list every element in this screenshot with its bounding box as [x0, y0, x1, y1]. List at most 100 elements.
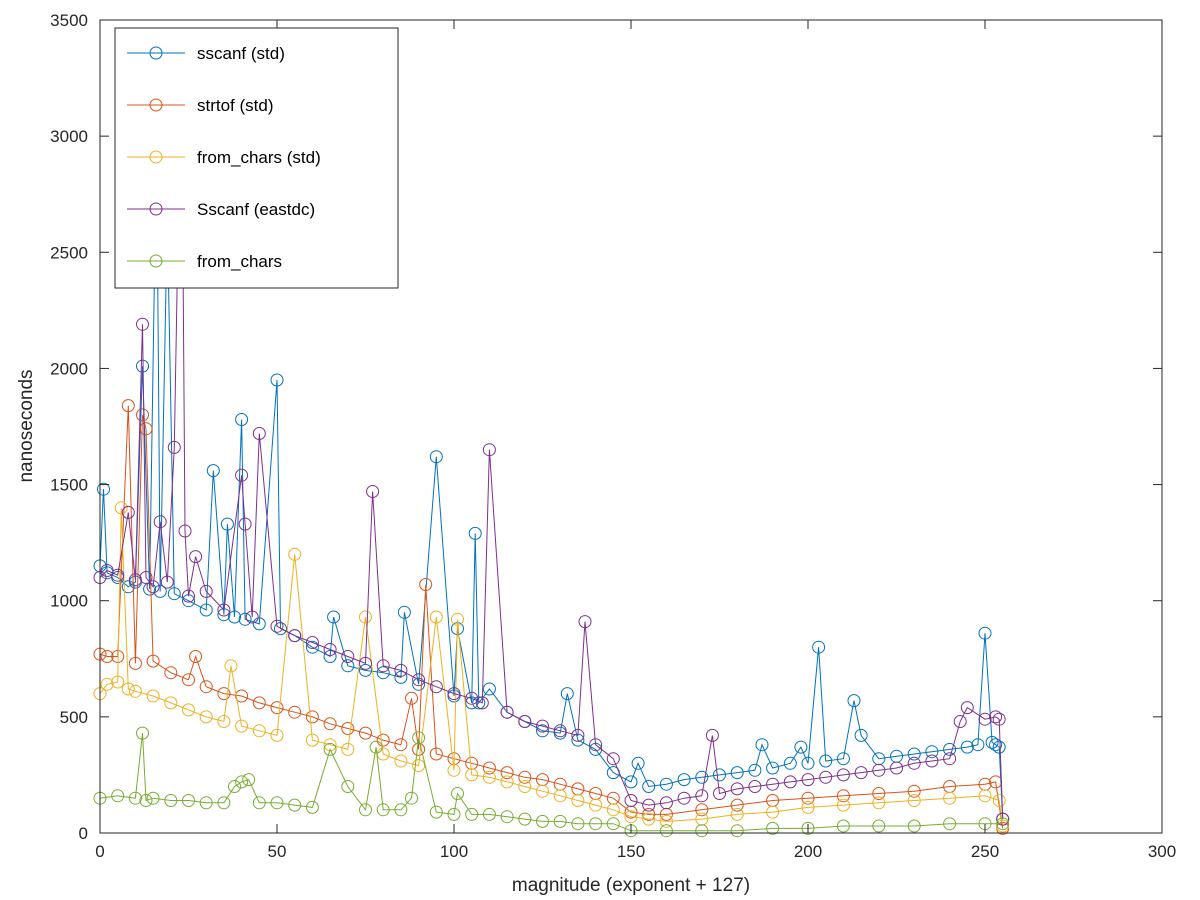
- data-point: [429, 747, 443, 761]
- data-point: [447, 807, 461, 821]
- y-tick-label: 2000: [50, 359, 88, 378]
- data-point: [394, 663, 408, 677]
- data-point: [341, 722, 355, 735]
- data-point: [847, 694, 861, 708]
- data-point: [397, 605, 411, 619]
- data-point: [631, 756, 645, 770]
- data-point: [996, 812, 1010, 826]
- y-tick-label: 3500: [50, 11, 88, 30]
- data-point: [366, 485, 380, 498]
- data-point: [121, 682, 135, 696]
- data-point: [801, 773, 815, 787]
- data-point: [100, 564, 114, 577]
- data-point: [624, 794, 638, 807]
- legend-label: from_chars (std): [197, 148, 321, 167]
- data-point: [978, 789, 992, 803]
- data-point: [992, 740, 1006, 754]
- data-point: [695, 824, 709, 838]
- data-point: [755, 738, 769, 752]
- data-point: [801, 800, 815, 814]
- data-point: [136, 726, 149, 740]
- data-point: [989, 710, 1003, 724]
- data-point: [907, 747, 921, 761]
- data-point: [167, 587, 181, 601]
- data-point: [270, 373, 284, 387]
- data-point: [794, 740, 808, 754]
- data-point: [178, 524, 192, 538]
- data-point: [139, 794, 153, 807]
- y-tick-label: 500: [60, 708, 88, 727]
- data-point: [872, 819, 886, 833]
- data-point: [341, 742, 355, 756]
- data-point: [235, 468, 249, 482]
- data-point: [730, 807, 744, 821]
- data-point: [500, 705, 514, 719]
- data-point: [571, 817, 585, 831]
- data-point: [659, 796, 673, 810]
- data-point: [245, 610, 259, 624]
- data-point: [451, 787, 464, 800]
- data-point: [121, 505, 135, 519]
- data-point: [182, 589, 195, 603]
- data-point: [943, 752, 957, 766]
- data-point: [288, 629, 302, 643]
- data-point: [500, 766, 514, 780]
- data-point: [199, 680, 213, 694]
- data-point: [160, 575, 174, 589]
- data-point: [978, 626, 992, 640]
- data-point: [182, 794, 195, 807]
- data-point: [270, 728, 284, 742]
- data-point: [235, 689, 249, 703]
- data-point: [235, 413, 249, 426]
- legend-marker: [149, 98, 163, 112]
- data-point: [482, 761, 496, 775]
- data-point: [960, 740, 974, 754]
- data-point: [606, 817, 620, 831]
- data-point: [341, 780, 355, 793]
- data-point: [500, 775, 514, 789]
- data-point: [429, 610, 443, 624]
- data-point: [872, 763, 886, 777]
- data-point: [412, 677, 426, 691]
- data-point: [624, 775, 638, 789]
- data-point: [705, 728, 719, 742]
- data-point: [146, 791, 160, 805]
- data-point: [323, 742, 337, 756]
- data-point: [536, 724, 549, 738]
- data-point: [730, 798, 744, 812]
- data-point: [465, 807, 479, 821]
- data-point: [288, 705, 302, 719]
- data-point: [146, 580, 160, 594]
- data-point: [730, 766, 744, 780]
- x-tick-label: 300: [1148, 842, 1176, 861]
- data-point: [128, 791, 142, 805]
- data-point: [143, 582, 157, 596]
- data-point: [274, 622, 287, 636]
- data-point: [943, 817, 957, 831]
- data-point: [475, 696, 489, 710]
- legend-marker: [149, 46, 163, 60]
- data-point: [97, 482, 110, 496]
- data-point: [925, 754, 939, 768]
- data-point: [553, 789, 567, 803]
- data-point: [836, 789, 850, 803]
- data-point: [695, 789, 709, 803]
- data-point: [270, 619, 284, 633]
- data-point: [482, 443, 496, 457]
- data-point: [305, 640, 319, 654]
- data-point: [518, 780, 532, 793]
- data-point: [376, 803, 390, 817]
- series-0: [93, 129, 1010, 826]
- y-tick-label: 3000: [50, 127, 88, 146]
- data-point: [836, 768, 850, 782]
- data-point: [606, 803, 620, 817]
- data-point: [482, 770, 496, 784]
- data-point: [695, 770, 709, 784]
- data-point: [376, 659, 390, 673]
- data-point: [553, 814, 567, 828]
- data-point: [659, 824, 673, 838]
- data-point: [199, 710, 213, 724]
- data-point: [589, 738, 603, 752]
- series-4: [93, 726, 1010, 838]
- y-tick-label: 2500: [50, 243, 88, 262]
